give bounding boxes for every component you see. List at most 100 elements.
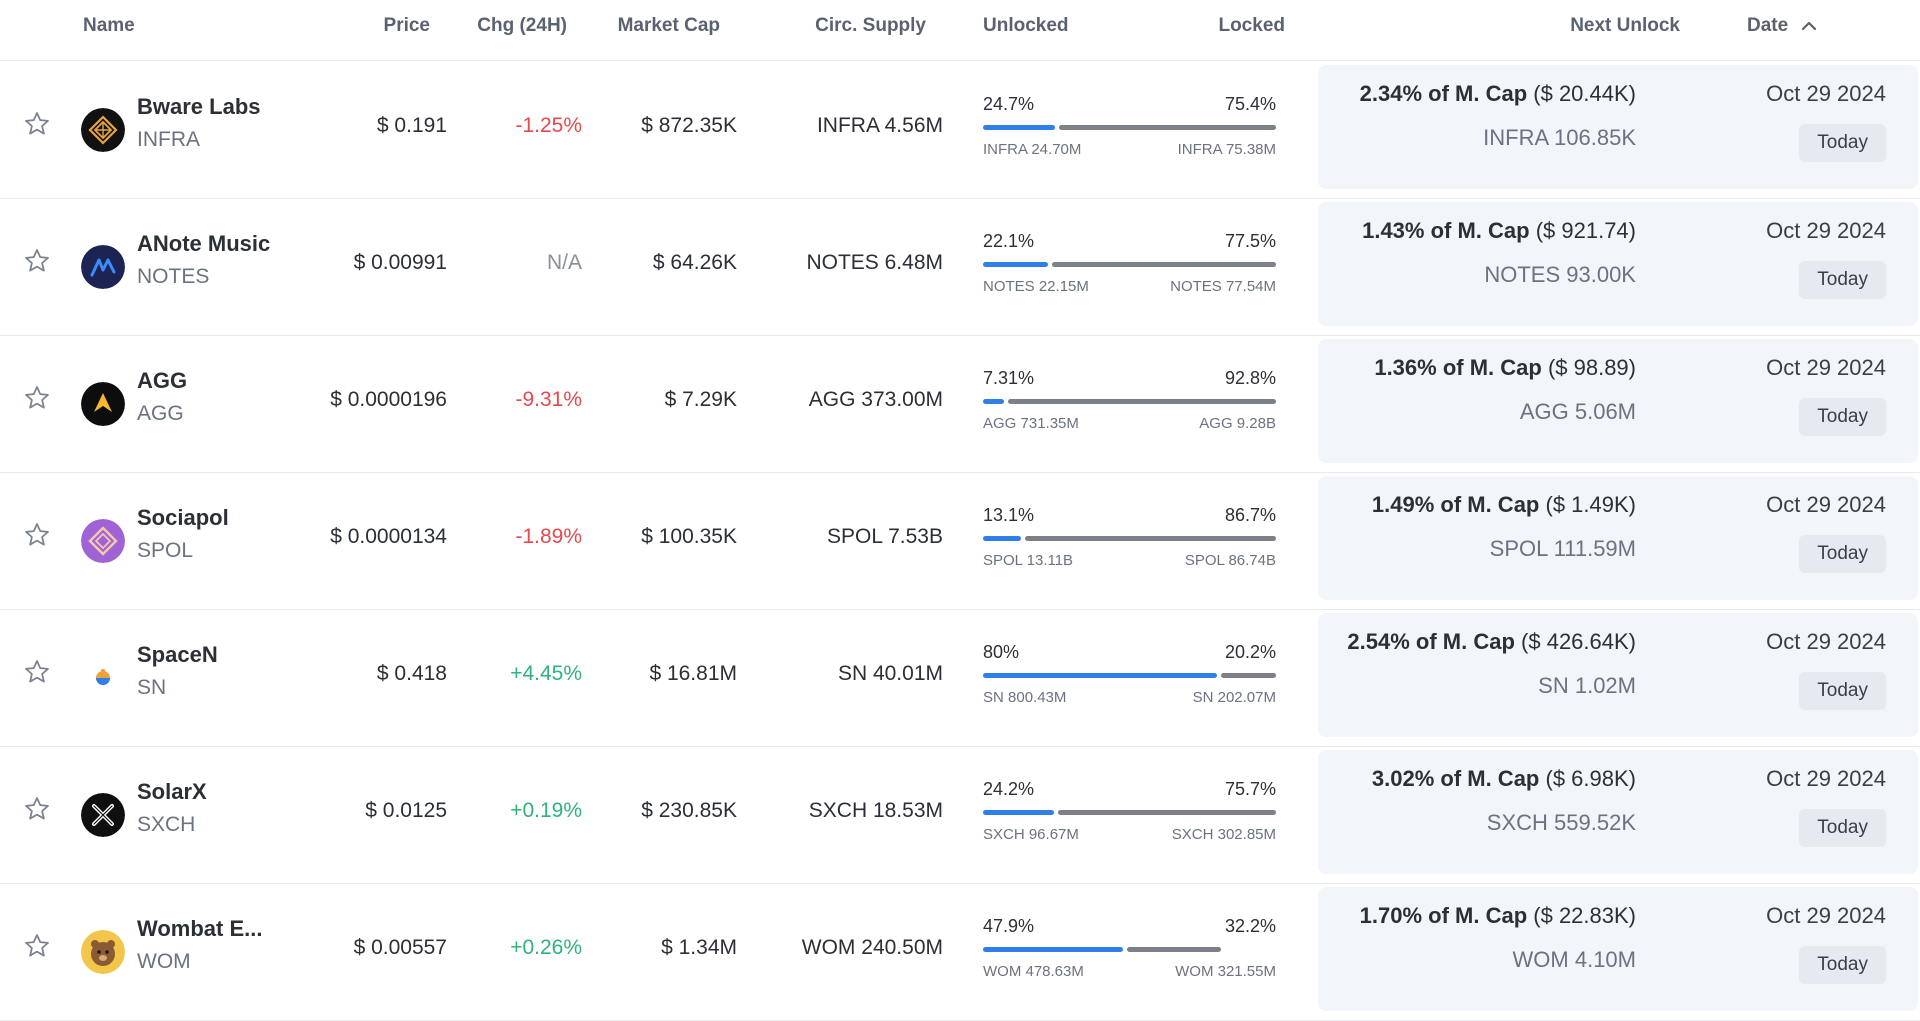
header-circ-supply[interactable]: Circ. Supply xyxy=(815,15,926,36)
token-name[interactable]: Sociapol xyxy=(137,505,229,530)
token-price: $ 0.191 xyxy=(376,114,447,137)
market-cap: $ 7.29K xyxy=(664,388,737,411)
star-icon[interactable] xyxy=(22,520,52,550)
next-unlock-value: ($ 20.44K) xyxy=(1533,81,1636,106)
today-badge: Today xyxy=(1799,261,1886,299)
circulating-supply: AGG 373.00M xyxy=(808,388,943,411)
market-cap: $ 100.35K xyxy=(641,525,737,548)
table-row[interactable]: AGG AGG $ 0.0000196 -9.31% $ 7.29K AGG 373.00… xyxy=(0,335,1920,473)
next-unlock-amount: WOM 4.10M xyxy=(1512,947,1636,972)
market-cap: $ 872.35K xyxy=(641,114,737,137)
unlock-date: Oct 29 2024 xyxy=(1766,81,1886,106)
token-name[interactable]: SpaceN xyxy=(137,642,218,667)
header-date[interactable]: Date xyxy=(1747,15,1817,37)
star-icon[interactable] xyxy=(22,246,52,276)
star-icon[interactable] xyxy=(22,657,52,687)
next-unlock-percent: 1.70% of M. Cap xyxy=(1359,903,1528,928)
table-row[interactable]: Wombat E... WOM $ 0.00557 +0.26% $ 1.34M WOM … xyxy=(0,883,1920,1021)
unlocked-bar-segment xyxy=(983,947,1123,952)
table-row[interactable]: SolarX SXCH $ 0.0125 +0.19% $ 230.85K SXCH 18… xyxy=(0,746,1920,884)
locked-amount: INFRA 75.38M xyxy=(1177,141,1276,158)
unlocked-percent: 22.1% xyxy=(983,231,1035,251)
table-row[interactable]: Sociapol SPOL $ 0.0000134 -1.89% $ 100.35K SP… xyxy=(0,472,1920,610)
unlocked-amount: INFRA 24.70M xyxy=(983,141,1082,158)
price-change: -9.31% xyxy=(515,388,582,411)
next-unlock-card: 1.36% of M. Cap ($ 98.89) AGG 5.06M Oct 29… xyxy=(1318,339,1918,463)
token-price: $ 0.00991 xyxy=(353,251,447,274)
next-unlock-amount: AGG 5.06M xyxy=(1519,399,1636,424)
header-name[interactable]: Name xyxy=(83,15,135,36)
header-next-unlock[interactable]: Next Unlock xyxy=(1570,15,1680,36)
unlock-progress-bar xyxy=(983,262,1276,267)
locked-percent: 20.2% xyxy=(1224,642,1276,662)
price-change: -1.89% xyxy=(515,525,582,548)
header-unlocked[interactable]: Unlocked xyxy=(983,15,1069,36)
header-market-cap[interactable]: Market Cap xyxy=(617,15,720,36)
locked-amount: SXCH 302.85M xyxy=(1171,826,1276,843)
locked-percent: 77.5% xyxy=(1224,231,1276,251)
locked-bar-segment xyxy=(1052,262,1276,267)
solarx-logo-icon xyxy=(81,793,125,837)
token-name[interactable]: SolarX xyxy=(137,779,207,804)
next-unlock-percent: 2.34% of M. Cap xyxy=(1359,81,1528,106)
star-icon[interactable] xyxy=(22,383,52,413)
unlocked-bar-segment xyxy=(983,399,1004,404)
next-unlock-value: ($ 6.98K) xyxy=(1545,766,1637,791)
unlocked-amount: SN 800.43M xyxy=(983,689,1067,706)
unlock-progress-bar xyxy=(983,125,1276,130)
star-icon[interactable] xyxy=(22,109,52,139)
locked-percent: 75.7% xyxy=(1224,779,1276,799)
next-unlock-value: ($ 22.83K) xyxy=(1533,903,1636,928)
token-name[interactable]: AGG xyxy=(137,368,188,393)
market-cap: $ 230.85K xyxy=(641,799,737,822)
unlocked-bar-segment xyxy=(983,262,1048,267)
next-unlock-amount: INFRA 106.85K xyxy=(1483,125,1636,150)
unlocked-bar-segment xyxy=(983,125,1055,130)
unlock-date: Oct 29 2024 xyxy=(1766,218,1886,243)
token-price: $ 0.0125 xyxy=(365,799,447,822)
today-badge: Today xyxy=(1799,672,1886,710)
next-unlock-percent: 3.02% of M. Cap xyxy=(1371,766,1540,791)
bware-labs-logo-icon xyxy=(81,108,125,152)
token-price: $ 0.0000134 xyxy=(330,525,447,548)
today-badge: Today xyxy=(1799,946,1886,984)
unlock-progress-bar xyxy=(983,947,1276,952)
sort-ascending-icon xyxy=(1802,21,1817,31)
wombat-logo-icon xyxy=(81,930,125,974)
star-icon[interactable] xyxy=(22,794,52,824)
unlocked-percent: 80% xyxy=(983,642,1020,662)
header-change[interactable]: Chg (24H) xyxy=(477,15,567,36)
locked-percent: 86.7% xyxy=(1224,505,1276,525)
locked-bar-segment xyxy=(1127,947,1221,952)
next-unlock-summary: 2.34% of M. Cap ($ 20.44K) xyxy=(1360,81,1636,107)
today-badge: Today xyxy=(1799,535,1886,573)
token-price: $ 0.418 xyxy=(376,662,447,685)
token-symbol: SN xyxy=(137,676,167,699)
today-badge: Today xyxy=(1799,398,1886,436)
price-change: +0.26% xyxy=(510,936,582,959)
unlocked-percent: 47.9% xyxy=(983,916,1035,936)
today-badge: Today xyxy=(1799,124,1886,162)
unlocked-amount: NOTES 22.15M xyxy=(983,278,1089,295)
locked-bar-segment xyxy=(1058,810,1276,815)
token-symbol: NOTES xyxy=(137,265,210,288)
table-row[interactable]: ANote Music NOTES $ 0.00991 N/A $ 64.26K NOTE… xyxy=(0,198,1920,336)
star-icon[interactable] xyxy=(22,931,52,961)
header-price[interactable]: Price xyxy=(383,15,430,36)
unlock-date: Oct 29 2024 xyxy=(1766,629,1886,654)
unlocked-bar-segment xyxy=(983,673,1217,678)
unlocked-amount: WOM 478.63M xyxy=(983,963,1084,980)
token-symbol: AGG xyxy=(137,402,184,425)
table-row[interactable]: SpaceN SN $ 0.418 +4.45% $ 16.81M SN 40.01M 80… xyxy=(0,609,1920,747)
token-name[interactable]: ANote Music xyxy=(137,231,271,256)
token-name[interactable]: Bware Labs xyxy=(137,94,261,119)
next-unlock-summary: 1.49% of M. Cap ($ 1.49K) xyxy=(1372,492,1636,518)
table-row[interactable]: Bware Labs INFRA $ 0.191 -1.25% $ 872.35K INF… xyxy=(0,61,1920,199)
unlock-date: Oct 29 2024 xyxy=(1766,492,1886,517)
locked-percent: 92.8% xyxy=(1224,368,1276,388)
locked-bar-segment xyxy=(1221,673,1276,678)
header-locked[interactable]: Locked xyxy=(1218,15,1285,36)
unlocked-percent: 24.2% xyxy=(983,779,1035,799)
token-name[interactable]: Wombat E... xyxy=(137,916,263,941)
